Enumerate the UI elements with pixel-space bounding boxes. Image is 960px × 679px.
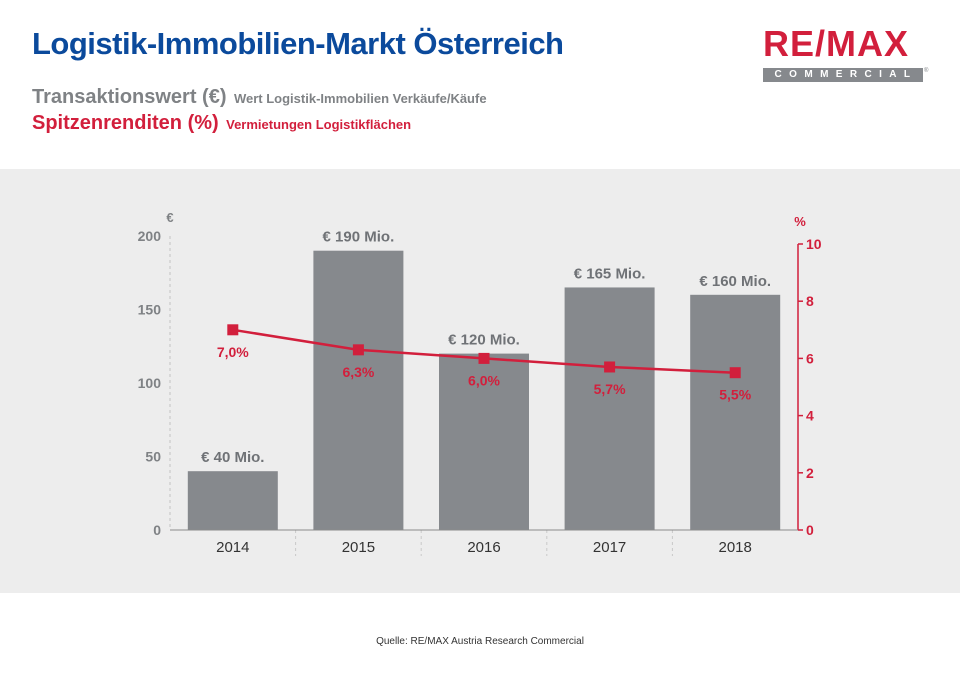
x-axis-tick-label: 2017 xyxy=(593,539,626,556)
logo-commercial-bar: COMMERCIAL xyxy=(763,68,923,82)
bar-value-label: € 120 Mio. xyxy=(448,332,520,349)
combo-chart: 0 50 100 150 200 €0 2 4 6 8 10% € 40 Mio. € 190 Mio.… xyxy=(138,210,822,556)
bar xyxy=(439,353,529,530)
yield-point xyxy=(729,367,741,379)
yield-value-label: 7,0% xyxy=(217,344,249,360)
yield-point xyxy=(352,344,364,356)
left-axis-tick-label: 50 xyxy=(145,449,161,465)
left-axis-tick-label: 100 xyxy=(138,375,162,391)
subtitle-yields-main: Spitzenrenditen (%) xyxy=(32,112,219,134)
bar xyxy=(313,250,404,530)
bar-value-label: € 190 Mio. xyxy=(323,229,395,246)
logo-registered-mark: ® xyxy=(924,68,929,74)
x-axis-tick-label: 2016 xyxy=(467,539,500,556)
logo-wordmark: RE/MAX xyxy=(763,23,910,64)
yield-value-label: 6,3% xyxy=(342,364,374,380)
subtitle-transactions-desc: Wert Logistik-Immobilien Verkäufe/Käufe xyxy=(233,91,487,106)
x-axis-tick-label: 2014 xyxy=(216,539,249,556)
x-axis-tick-label: 2015 xyxy=(342,539,375,556)
yield-value-label: 6,0% xyxy=(468,372,500,388)
yield-value-label: 5,5% xyxy=(719,387,751,403)
subtitle-transactions: Transaktionswert (€) Wert Logistik-Immob… xyxy=(32,86,487,109)
left-axis-tick-label: 0 xyxy=(153,522,161,538)
remax-logo: RE/MAX COMMERCIAL ® xyxy=(763,26,929,84)
page-title: Logistik-Immobilien-Markt Österreich xyxy=(32,26,564,61)
yield-point xyxy=(478,352,490,364)
right-axis-tick-label: 8 xyxy=(806,293,814,309)
bar-value-label: € 40 Mio. xyxy=(201,449,264,466)
right-axis-tick-label: 6 xyxy=(806,350,814,366)
yield-point xyxy=(227,324,239,336)
left-axis-tick-label: 200 xyxy=(138,228,162,244)
right-axis-unit: % xyxy=(794,214,806,229)
subtitle-yields: Spitzenrenditen (%) Vermietungen Logisti… xyxy=(32,112,411,135)
bar xyxy=(690,294,781,530)
right-axis-tick-label: 4 xyxy=(806,408,814,424)
subtitle-yields-desc: Vermietungen Logistikflächen xyxy=(226,117,412,132)
bar-value-label: € 160 Mio. xyxy=(699,273,771,290)
source-note: Quelle: RE/MAX Austria Research Commerci… xyxy=(376,636,584,647)
right-axis-tick-label: 2 xyxy=(806,465,814,481)
chart-area: 0 50 100 150 200 €0 2 4 6 8 10% € 40 Mio. € 190 Mio.… xyxy=(0,169,960,593)
left-axis-tick-label: 150 xyxy=(138,302,162,318)
subtitle-transactions-main: Transaktionswert (€) xyxy=(32,86,227,108)
left-axis-unit: € xyxy=(166,210,173,225)
right-axis-tick-label: 10 xyxy=(806,236,822,252)
bar xyxy=(564,287,655,530)
yield-point xyxy=(604,361,616,373)
bar xyxy=(187,471,278,530)
yield-value-label: 5,7% xyxy=(594,381,626,397)
right-axis-tick-label: 0 xyxy=(806,522,814,538)
bar-value-label: € 165 Mio. xyxy=(574,265,646,282)
x-axis-tick-label: 2018 xyxy=(719,539,752,556)
